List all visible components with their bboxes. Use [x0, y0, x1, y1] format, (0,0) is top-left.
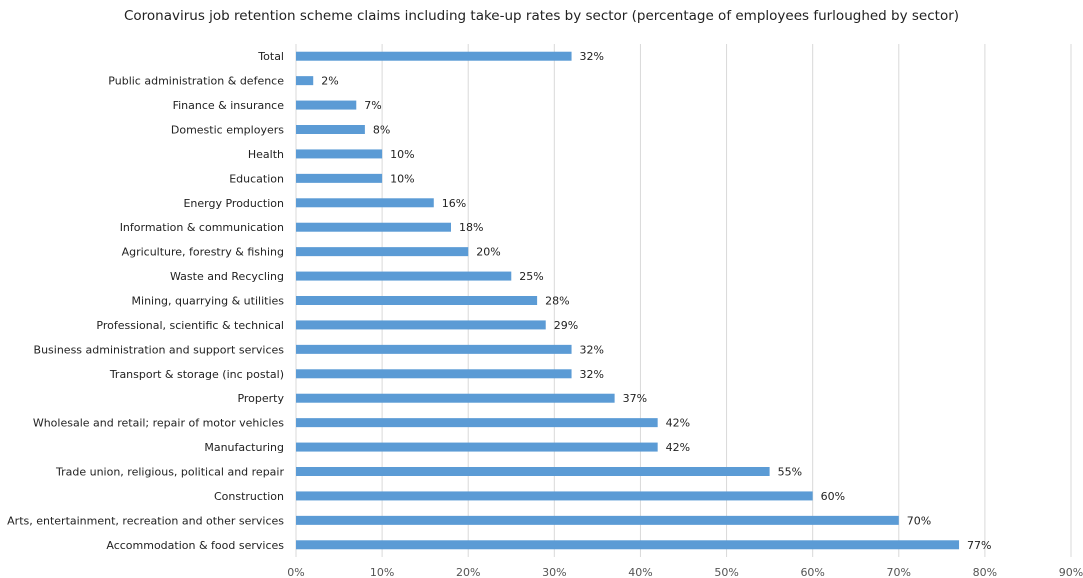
x-axis-ticks: 0% 10% 20% 30% 40% 50% 60% 70% 80% 90% [287, 566, 1083, 578]
value-label: 7% [364, 99, 381, 112]
category-label: Accommodation & food services [106, 539, 284, 552]
value-label: 32% [580, 368, 604, 381]
x-tick-label: 30% [542, 566, 566, 578]
category-label: Total [257, 50, 284, 63]
value-label: 18% [459, 221, 483, 234]
value-label: 29% [554, 319, 578, 332]
bar [296, 149, 383, 159]
category-label: Education [229, 172, 284, 185]
x-tick-label: 80% [973, 566, 997, 578]
value-label: 70% [907, 514, 931, 527]
value-label: 16% [442, 197, 466, 210]
category-label: Wholesale and retail; repair of motor ve… [33, 417, 284, 430]
category-label: Transport & storage (inc postal) [109, 368, 284, 381]
category-label: Arts, entertainment, recreation and othe… [7, 514, 284, 527]
bar [296, 418, 658, 428]
bar [296, 515, 899, 525]
value-label: 77% [967, 539, 991, 552]
value-label: 10% [390, 172, 414, 185]
category-label: Professional, scientific & technical [96, 319, 284, 332]
category-label: Energy Production [183, 197, 284, 210]
bar [296, 442, 658, 452]
value-labels: 32%2%7%8%10%10%16%18%20%25%28%29%32%32%3… [321, 50, 991, 552]
value-label: 60% [821, 490, 845, 503]
category-label: Manufacturing [204, 441, 284, 454]
bar [296, 51, 572, 61]
category-label: Public administration & defence [108, 75, 284, 88]
value-label: 37% [623, 392, 647, 405]
bar [296, 198, 434, 208]
bar [296, 344, 572, 354]
x-tick-label: 60% [800, 566, 824, 578]
value-label: 8% [373, 124, 390, 137]
bar [296, 540, 960, 550]
value-label: 28% [545, 295, 569, 308]
category-label: Finance & insurance [173, 99, 285, 112]
x-tick-label: 70% [887, 566, 911, 578]
value-label: 20% [476, 246, 500, 259]
category-label: Property [237, 392, 284, 405]
bar [296, 222, 451, 232]
bar [296, 369, 572, 379]
value-label: 55% [778, 466, 802, 479]
category-label: Agriculture, forestry & fishing [122, 246, 284, 259]
value-label: 32% [580, 50, 604, 63]
value-label: 2% [321, 75, 338, 88]
bar [296, 320, 546, 330]
category-label: Health [248, 148, 284, 161]
x-tick-label: 20% [456, 566, 480, 578]
bar [296, 467, 770, 476]
category-label: Business administration and support serv… [34, 343, 285, 356]
bar [296, 296, 538, 305]
category-label: Domestic employers [171, 124, 284, 137]
x-tick-label: 40% [628, 566, 652, 578]
bar [296, 247, 469, 257]
category-label: Mining, quarrying & utilities [132, 295, 285, 308]
category-labels: Total Public administration & defence Fina… [7, 50, 284, 552]
category-label: Trade union, religious, political and re… [55, 466, 284, 479]
bar [296, 173, 383, 183]
value-label: 42% [666, 441, 690, 454]
bar [296, 125, 365, 134]
value-label: 25% [519, 270, 543, 283]
bar [296, 393, 615, 403]
x-tick-label: 0% [287, 566, 304, 578]
bars [296, 51, 960, 550]
x-tick-label: 50% [714, 566, 738, 578]
value-label: 32% [580, 343, 604, 356]
chart-title: Coronavirus job retention scheme claims … [123, 8, 960, 24]
value-label: 10% [390, 148, 414, 161]
value-label: 42% [666, 417, 690, 430]
x-tick-label: 10% [370, 566, 394, 578]
x-tick-label: 90% [1059, 566, 1083, 578]
bar [296, 271, 512, 281]
category-label: Information & communication [120, 221, 284, 234]
bar [296, 76, 314, 86]
bar [296, 491, 813, 501]
bar [296, 100, 357, 110]
category-label: Construction [214, 490, 284, 503]
category-label: Waste and Recycling [170, 270, 284, 283]
